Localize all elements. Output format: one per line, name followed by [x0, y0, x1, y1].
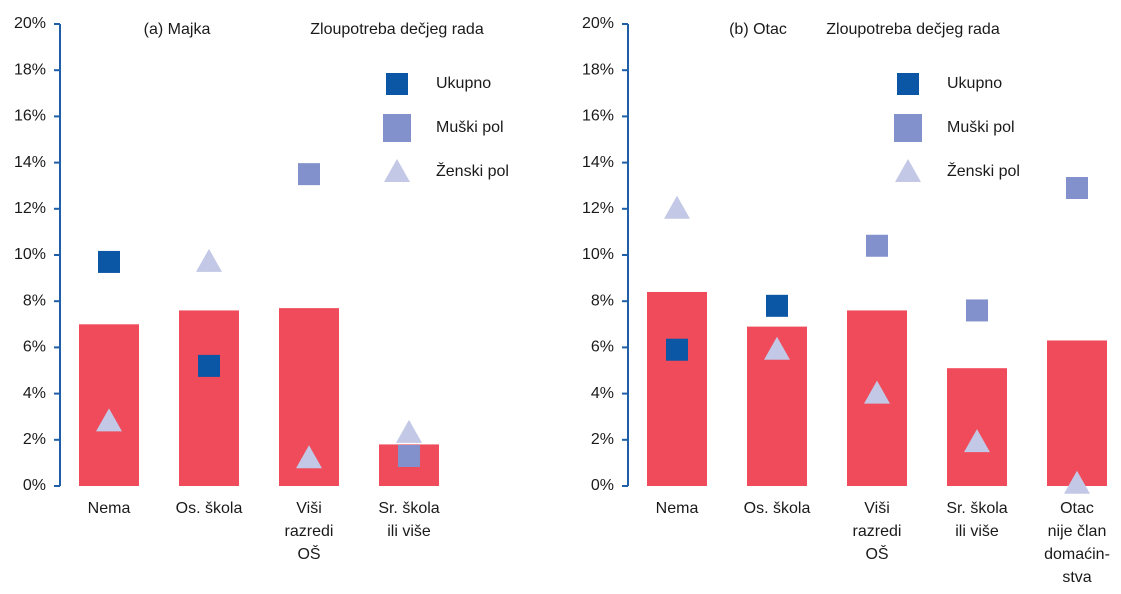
y-tick-label: 16% [14, 108, 46, 125]
x-tick-label: ili više [387, 523, 431, 540]
y-tick-label: 2% [23, 431, 46, 448]
marker [664, 195, 690, 219]
marker [98, 250, 120, 273]
legend-marker [894, 114, 922, 142]
legend-marker [895, 159, 921, 182]
y-tick-label: 20% [14, 15, 46, 32]
y-tick-label: 12% [582, 200, 614, 217]
bar [179, 310, 239, 486]
marker [866, 234, 888, 257]
y-tick-label: 10% [582, 246, 614, 263]
x-tick-label: Sr. škola [946, 500, 1007, 517]
y-tick-label: 2% [591, 431, 614, 448]
legend-label: Ukupno [436, 75, 491, 92]
x-tick-label: Sr. škola [378, 500, 439, 517]
marker [196, 248, 222, 272]
y-tick-label: 6% [591, 339, 614, 356]
marker [1064, 470, 1090, 494]
legend-marker [384, 159, 410, 182]
y-tick-label: 4% [23, 385, 46, 402]
y-tick-label: 6% [23, 339, 46, 356]
marker [964, 429, 990, 453]
marker [966, 299, 988, 322]
bar [647, 291, 707, 486]
bar [79, 324, 139, 486]
x-tick-label: Os. škola [176, 500, 243, 517]
legend-label: Ukupno [947, 75, 1002, 92]
y-tick-label: 0% [591, 477, 614, 494]
marker [296, 445, 322, 469]
bar [947, 368, 1007, 486]
y-tick-label: 8% [23, 292, 46, 309]
y-tick-label: 0% [23, 477, 46, 494]
x-tick-label: domaćin- [1044, 546, 1110, 563]
y-tick-label: 18% [14, 61, 46, 78]
x-tick-label: Os. škola [744, 500, 811, 517]
legend-label: Muški pol [947, 119, 1015, 136]
marker [96, 408, 122, 432]
x-tick-label: OŠ [865, 544, 888, 563]
marker [764, 336, 790, 360]
x-tick-label: OŠ [297, 544, 320, 563]
legend-marker [383, 114, 411, 142]
x-tick-label: Otac [1060, 500, 1094, 517]
legend-marker [386, 73, 408, 95]
legend-label: Ženski pol [436, 161, 509, 180]
y-tick-label: 16% [582, 108, 614, 125]
marker [396, 419, 422, 443]
marker [766, 294, 788, 317]
marker [666, 338, 688, 361]
y-tick-label: 14% [582, 154, 614, 171]
x-tick-label: Nema [656, 500, 699, 517]
legend-label: Ženski pol [947, 161, 1020, 180]
chart-title: (b) Otac [729, 21, 787, 38]
bar [1047, 340, 1107, 486]
marker [864, 380, 890, 404]
y-tick-label: 4% [591, 385, 614, 402]
y-tick-label: 12% [14, 200, 46, 217]
marker [298, 163, 320, 186]
y-tick-label: 20% [582, 15, 614, 32]
x-tick-label: Nema [88, 500, 131, 517]
x-tick-label: Viši [296, 500, 322, 517]
legend-marker [897, 73, 919, 95]
x-tick-label: razredi [853, 523, 902, 540]
y-tick-label: 14% [14, 154, 46, 171]
chart-subtitle: Zloupotreba dečjeg rada [310, 21, 484, 38]
legend-label: Muški pol [436, 119, 504, 136]
chart-title: (a) Majka [144, 21, 211, 38]
marker [198, 354, 220, 377]
marker [1066, 177, 1088, 200]
y-tick-label: 10% [14, 246, 46, 263]
chart-subtitle: Zloupotreba dečjeg rada [826, 21, 1000, 38]
x-tick-label: nije član [1048, 523, 1107, 540]
x-tick-label: stva [1062, 569, 1091, 586]
y-tick-label: 8% [591, 292, 614, 309]
x-tick-label: razredi [285, 523, 334, 540]
x-tick-label: ili više [955, 523, 999, 540]
x-tick-label: Viši [864, 500, 890, 517]
y-tick-label: 18% [582, 61, 614, 78]
marker [398, 444, 420, 467]
